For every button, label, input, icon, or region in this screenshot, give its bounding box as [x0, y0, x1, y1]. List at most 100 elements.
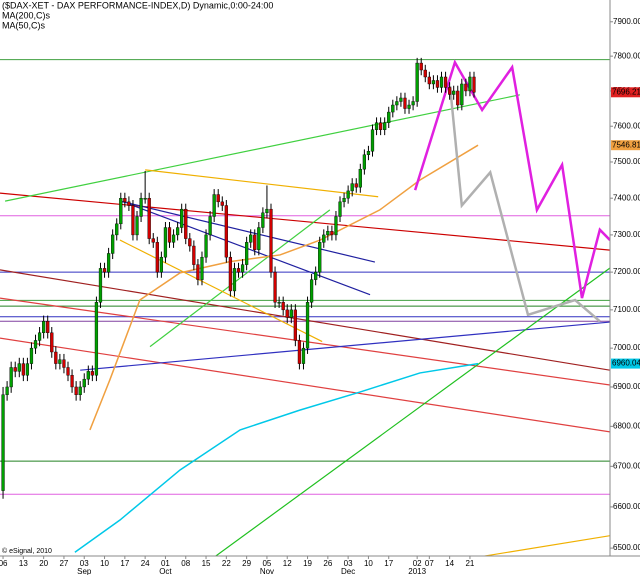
- price-box-label: 6960.04: [612, 359, 640, 368]
- candle-body: [383, 122, 387, 130]
- candle-body: [261, 212, 265, 228]
- candle-body: [216, 194, 220, 203]
- candle-body: [232, 268, 237, 292]
- credit: © eSignal, 2010: [2, 547, 52, 555]
- y-tick-label: 7200.00: [613, 267, 640, 276]
- candle-body: [192, 245, 196, 265]
- trend-line: [0, 337, 610, 433]
- candle-body: [318, 242, 322, 273]
- x-tick-label: 19: [303, 559, 312, 568]
- candle-body: [82, 378, 86, 388]
- legend-entry: MA(200,C)s: [2, 10, 51, 20]
- chart-title: ($DAX-XET - DAX PERFORMANCE-INDEX,D) Dyn…: [2, 0, 273, 10]
- candle-body: [443, 76, 448, 88]
- candle-body: [159, 256, 164, 273]
- trend-line: [149, 209, 331, 348]
- x-tick-label: 17: [120, 559, 129, 568]
- candle-body: [54, 351, 58, 364]
- candle-body: [358, 168, 362, 188]
- candle-body: [171, 234, 176, 243]
- trend-line: [80, 321, 610, 371]
- candle-body: [196, 264, 200, 280]
- candle-body: [374, 122, 379, 130]
- candle-body: [102, 268, 107, 273]
- candle-body: [366, 151, 371, 155]
- x-tick-label: 21: [465, 559, 474, 568]
- candle-body: [220, 201, 224, 206]
- candle-body: [378, 122, 383, 130]
- candle-body: [204, 234, 208, 258]
- candle-body: [46, 321, 50, 333]
- candle-body: [387, 111, 391, 123]
- trend-line: [0, 297, 610, 386]
- x-tick-label: 29: [242, 559, 251, 568]
- price-box-label: 7546.81: [612, 140, 640, 149]
- candle-body: [21, 363, 25, 376]
- candle-body: [403, 97, 407, 109]
- trend-line: [119, 239, 323, 343]
- x-tick-label: 22: [222, 559, 231, 568]
- moving-average: [89, 144, 479, 431]
- candle-body: [37, 332, 42, 341]
- x-tick-label: 03: [344, 559, 353, 568]
- candle-body: [326, 231, 330, 236]
- candle-body: [123, 197, 127, 203]
- x-tick-label: 17: [384, 559, 393, 568]
- x-tick-label: 15: [202, 559, 211, 568]
- candle-body: [411, 101, 415, 106]
- candle-body: [42, 321, 46, 333]
- x-tick-label: 24: [141, 559, 150, 568]
- candle-body: [155, 242, 159, 273]
- candle-body: [98, 268, 103, 303]
- candle-body: [249, 234, 253, 243]
- price-box: [611, 358, 640, 369]
- projection-line: [413, 59, 610, 299]
- candle-body: [25, 363, 30, 376]
- y-tick-label: 7400.00: [613, 193, 640, 202]
- x-tick-label: 08: [181, 559, 190, 568]
- x-tick-label: 12: [283, 559, 292, 568]
- candle-body: [435, 80, 440, 88]
- candle-body: [5, 386, 9, 395]
- candle-body: [139, 197, 143, 217]
- candle-body: [115, 223, 119, 236]
- candle-body: [228, 256, 233, 292]
- candle-body: [346, 190, 350, 199]
- candle-body: [86, 371, 90, 380]
- candle-body: [127, 201, 131, 206]
- candle-body: [297, 340, 302, 364]
- axes: 7900.007800.007700.007600.007500.007400.…: [0, 17, 640, 575]
- candle-body: [131, 205, 135, 236]
- candle-body: [269, 208, 273, 273]
- trend-line: [482, 535, 610, 556]
- candle-body: [330, 231, 334, 236]
- candle-body: [448, 87, 452, 95]
- projection-line: [448, 85, 601, 323]
- candle-body: [460, 83, 464, 106]
- candle-body: [212, 194, 216, 217]
- price-box: [611, 87, 640, 98]
- trend-line: [129, 203, 371, 296]
- candle-body: [58, 359, 62, 364]
- plot-area: [0, 57, 610, 556]
- candle-body: [29, 347, 34, 364]
- x-tick-label: 05: [262, 559, 271, 568]
- y-tick-label: 7900.00: [613, 17, 640, 26]
- candle-body: [301, 347, 306, 364]
- x-tick-label: 27: [59, 559, 68, 568]
- candle-body: [111, 234, 115, 254]
- x-tick-label: 13: [19, 559, 28, 568]
- candle-body: [257, 227, 261, 250]
- moving-average: [74, 362, 479, 553]
- candle-body: [423, 69, 427, 78]
- candle-body: [419, 62, 423, 71]
- candle-body: [135, 216, 139, 236]
- y-tick-label: 6800.00: [613, 421, 640, 430]
- x-tick-label: 06: [0, 559, 8, 568]
- candle-body: [427, 76, 431, 85]
- candle-body: [119, 197, 123, 225]
- candle-body: [17, 363, 21, 372]
- candle-body: [163, 227, 168, 258]
- trend-line: [119, 200, 376, 263]
